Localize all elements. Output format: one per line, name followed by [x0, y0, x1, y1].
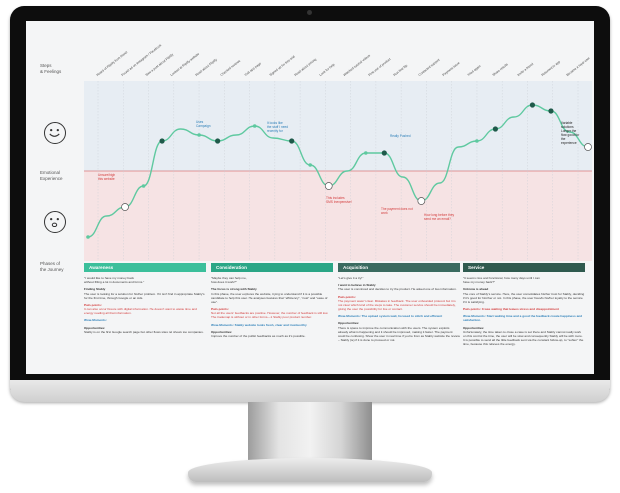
data-point: [121, 203, 129, 211]
phase-title: I want to believe in Stably: [338, 283, 376, 288]
phase-column: "It seems nice and functional, how many …: [463, 276, 585, 346]
pain-points-text: Not all the users' feedbacks are positiv…: [211, 311, 329, 320]
pain-points-label: Pain-points:: [338, 294, 356, 299]
sad-face-icon: [44, 211, 66, 233]
data-point: [215, 138, 221, 144]
positive-zone: [84, 81, 592, 171]
phase-quote: "I would like to have my money back with…: [84, 276, 145, 285]
wow-moments-label: Wow-Moments: Stably website looks fresh,…: [211, 322, 307, 327]
phase-body: The core of Stably's service. Here, the …: [463, 291, 586, 304]
data-point: [363, 151, 368, 155]
step-label: Invite a friend: [516, 62, 534, 77]
phase-body: The user is looking for a solution for h…: [84, 291, 206, 300]
monitor-stand-base: [188, 458, 432, 482]
opportunities-label: Opportunities:: [463, 325, 485, 330]
step-label: Look for help: [318, 62, 336, 77]
step-label: Contacted support: [417, 57, 441, 77]
data-point: [86, 235, 90, 239]
pain-points-label: Pain-points:: [211, 307, 229, 312]
phase-body: The user is convinced and decides to try…: [338, 287, 457, 292]
step-label: First use of product: [367, 57, 392, 77]
pain-points-label: Pain-points: It was waiting that leaves …: [463, 307, 559, 312]
monitor-chin: [10, 380, 610, 402]
step-label: Read about Fliplify: [194, 57, 218, 77]
step-label: Tried again: [466, 64, 482, 77]
step-label: Payment issue: [441, 60, 461, 77]
opportunities-label: Opportunities:: [338, 321, 360, 326]
step-label: Returned to app: [540, 59, 562, 77]
negative-zone: [84, 171, 592, 261]
opportunities-label: Opportunities:: [211, 329, 233, 334]
opportunities-text: Stably is on the first Google search pag…: [84, 329, 204, 334]
phase-title: Unknow is ahead: [463, 287, 489, 292]
opportunities-label: Opportunities:: [84, 325, 106, 330]
data-point: [548, 108, 554, 114]
phase-header-service: Service: [463, 263, 585, 272]
webcam-icon: [307, 10, 312, 15]
annotation-2: Uses Campaign: [196, 120, 211, 128]
step-label: Share results: [491, 62, 509, 77]
step-label: Visit app page: [243, 61, 263, 77]
phase-quote: "Let's give it a try!": [338, 276, 364, 280]
step-label: Run first flip: [392, 63, 409, 77]
step-label: Signed up for free trial: [268, 54, 296, 77]
step-label: Found ad on Instagram / Facebook: [120, 43, 162, 77]
data-point: [381, 150, 387, 156]
phase-column: "Maybe they can help me, how does it wor…: [211, 276, 333, 338]
data-point: [197, 133, 201, 137]
pain-points-text: It can also occur fissure with digital i…: [84, 307, 198, 316]
data-point: [584, 143, 592, 151]
phase-title: Finding Stably: [84, 287, 106, 292]
happy-face-icon: [44, 122, 66, 144]
data-point: [159, 138, 165, 144]
emotion-line: [87, 104, 589, 238]
wow-moments-label: Wow-Moments:: [84, 318, 107, 323]
annotation-4: Really Pushed: [390, 134, 411, 138]
phase-body: In this phase, the user explores the web…: [211, 291, 329, 304]
opportunities-text: Improve the number of the public feedbac…: [211, 333, 306, 338]
opportunities-text: There is space to improve the communicat…: [338, 325, 461, 343]
data-point: [529, 102, 536, 108]
data-point: [417, 197, 426, 205]
annotation-8: Variable solutions Longer the flow good …: [561, 121, 580, 145]
emotion-chart: [84, 81, 592, 261]
phase-quote: "Maybe they can help me, how does it wor…: [211, 276, 247, 285]
data-point: [324, 182, 333, 190]
phase-header-awareness: Awareness: [84, 263, 206, 272]
pain-points-text: The payment wasn't clear. Mistakes in fe…: [338, 298, 457, 312]
data-point: [308, 163, 313, 167]
wow-moments-label: Wow-Moments: Start waiting time and a go…: [463, 314, 583, 323]
annotation-5: This includes SMS Inexpensive!: [326, 196, 352, 204]
data-point: [475, 139, 479, 143]
annotation-1: Unsure/high this website: [98, 173, 116, 181]
data-point: [492, 126, 499, 132]
step-label: Checked reviews: [219, 58, 241, 77]
customer-journey-map: Steps & Feelings Emotional Experience Ph…: [26, 21, 594, 374]
annotation-3: It looks like the stuff I need recently …: [267, 121, 289, 133]
data-point: [141, 184, 146, 188]
annotation-7: How long before they send me an email?: [424, 213, 455, 221]
monitor-stand-neck: [248, 402, 372, 460]
data-point: [252, 124, 257, 128]
row-label-emotion: Emotional Experience: [40, 170, 63, 181]
step-label: Became a loyal user: [565, 56, 591, 77]
step-label: Read about pricing: [293, 57, 317, 77]
annotation-6: The payment does not work: [381, 207, 413, 215]
phase-quote: "It seems nice and functional, how many …: [463, 276, 540, 285]
pain-points-label: Pain-points:: [84, 302, 102, 307]
data-point: [289, 138, 295, 144]
row-label-phases: Phases of the Journey: [40, 261, 64, 272]
phase-header-consideration: Consideration: [211, 263, 333, 272]
opportunities-text: Unfortunately, the time taken to close a…: [463, 329, 585, 347]
row-label-steps: Steps & Feelings: [40, 63, 62, 74]
phase-title: The focus is strong with Stably: [211, 287, 257, 292]
phase-column: "Let's give it a try!" I want to believe …: [338, 276, 460, 342]
phase-column: "I would like to have my money back with…: [84, 276, 206, 334]
phase-header-acquisition: Acquisition: [338, 263, 460, 272]
wow-moments-label: Wow-Moments: The upload system wait, foc…: [338, 314, 443, 319]
